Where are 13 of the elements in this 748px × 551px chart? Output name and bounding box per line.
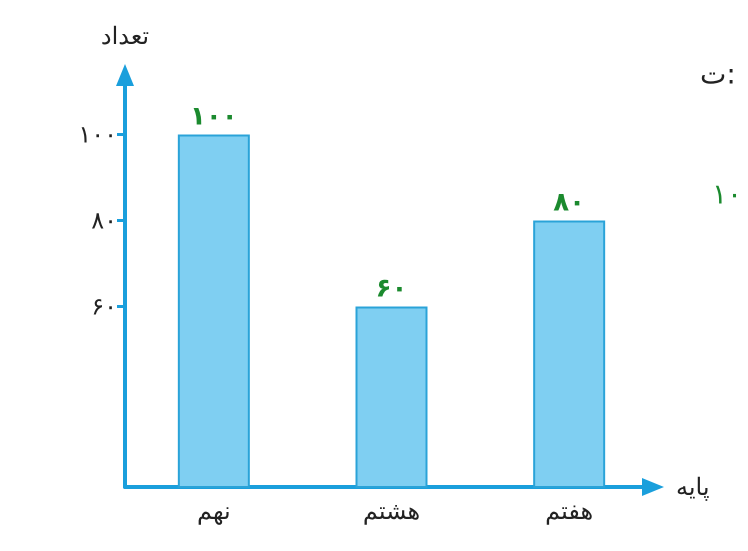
data-label: ۱۰۰ — [190, 101, 238, 132]
y-tick-label: ۸۰ — [91, 206, 117, 234]
x-axis-title: پایه — [676, 473, 710, 501]
data-label: ۶۰ — [376, 273, 408, 304]
y-tick-label: ۶۰ — [91, 292, 117, 320]
data-label: ۸۰ — [553, 187, 586, 218]
text: ت: — [700, 58, 736, 90]
text: ۱۰ — [712, 178, 742, 210]
x-tick-label: هفتم — [545, 497, 594, 525]
y-axis-title: تعداد — [100, 22, 150, 50]
y-tick-label: ۱۰۰ — [78, 120, 117, 148]
x-tick-label: هشتم — [362, 497, 420, 525]
x-tick-label: نهم — [196, 497, 231, 525]
